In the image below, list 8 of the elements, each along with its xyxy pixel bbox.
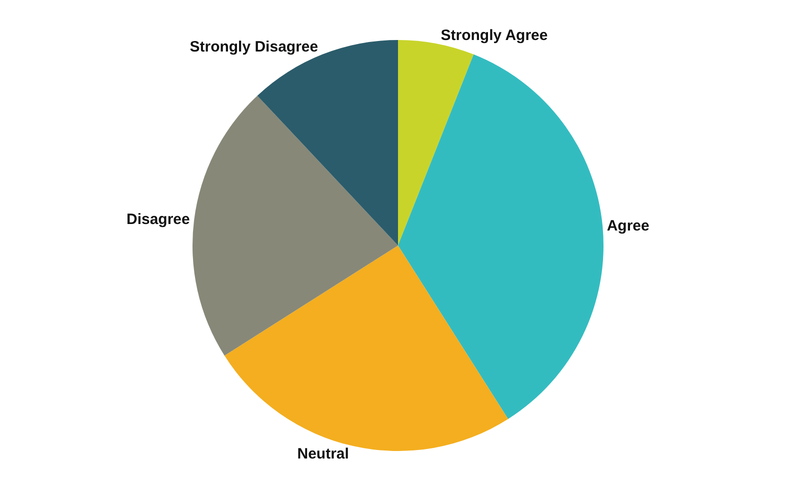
slice-label: Neutral xyxy=(297,446,349,463)
pie-slice xyxy=(257,40,398,246)
pie-slice xyxy=(192,96,398,356)
slice-label: Strongly Agree xyxy=(440,26,548,44)
pie-slice xyxy=(398,54,604,420)
slice-label: Strongly Disagree xyxy=(190,38,318,56)
slice-label: Disagree xyxy=(126,211,190,228)
slice-label: Agree xyxy=(606,218,650,235)
